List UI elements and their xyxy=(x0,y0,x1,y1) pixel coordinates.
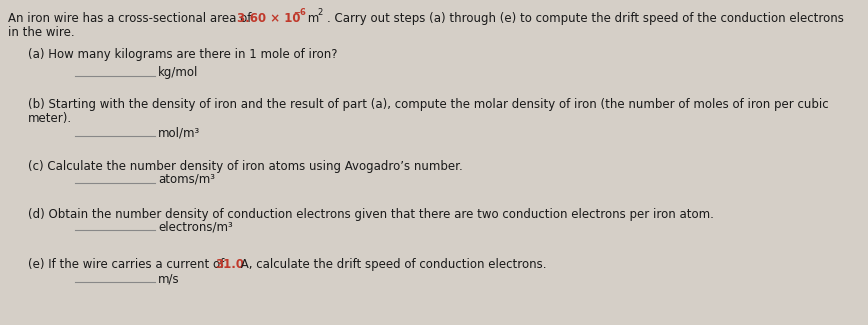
Text: m: m xyxy=(304,12,319,25)
Text: . Carry out steps (a) through (e) to compute the drift speed of the conduction e: . Carry out steps (a) through (e) to com… xyxy=(327,12,844,25)
Text: A, calculate the drift speed of conduction electrons.: A, calculate the drift speed of conducti… xyxy=(237,258,546,271)
Text: kg/mol: kg/mol xyxy=(158,66,199,79)
Text: meter).: meter). xyxy=(28,112,72,125)
Text: 3.60 × 10: 3.60 × 10 xyxy=(237,12,300,25)
Text: (b) Starting with the density of iron and the result of part (a), compute the mo: (b) Starting with the density of iron an… xyxy=(28,98,829,111)
Text: (a) How many kilograms are there in 1 mole of iron?: (a) How many kilograms are there in 1 mo… xyxy=(28,48,338,61)
Text: mol/m³: mol/m³ xyxy=(158,126,201,139)
Text: (e) If the wire carries a current of: (e) If the wire carries a current of xyxy=(28,258,228,271)
Text: electrons/m³: electrons/m³ xyxy=(158,220,233,233)
Text: (c) Calculate the number density of iron atoms using Avogadro’s number.: (c) Calculate the number density of iron… xyxy=(28,160,463,173)
Text: An iron wire has a cross-sectional area of: An iron wire has a cross-sectional area … xyxy=(8,12,255,25)
Text: −6: −6 xyxy=(293,8,306,17)
Text: (d) Obtain the number density of conduction electrons given that there are two c: (d) Obtain the number density of conduct… xyxy=(28,208,713,221)
Text: 31.0: 31.0 xyxy=(215,258,244,271)
Text: atoms/m³: atoms/m³ xyxy=(158,173,215,186)
Text: m/s: m/s xyxy=(158,272,180,285)
Text: 2: 2 xyxy=(317,8,322,17)
Text: in the wire.: in the wire. xyxy=(8,26,75,39)
